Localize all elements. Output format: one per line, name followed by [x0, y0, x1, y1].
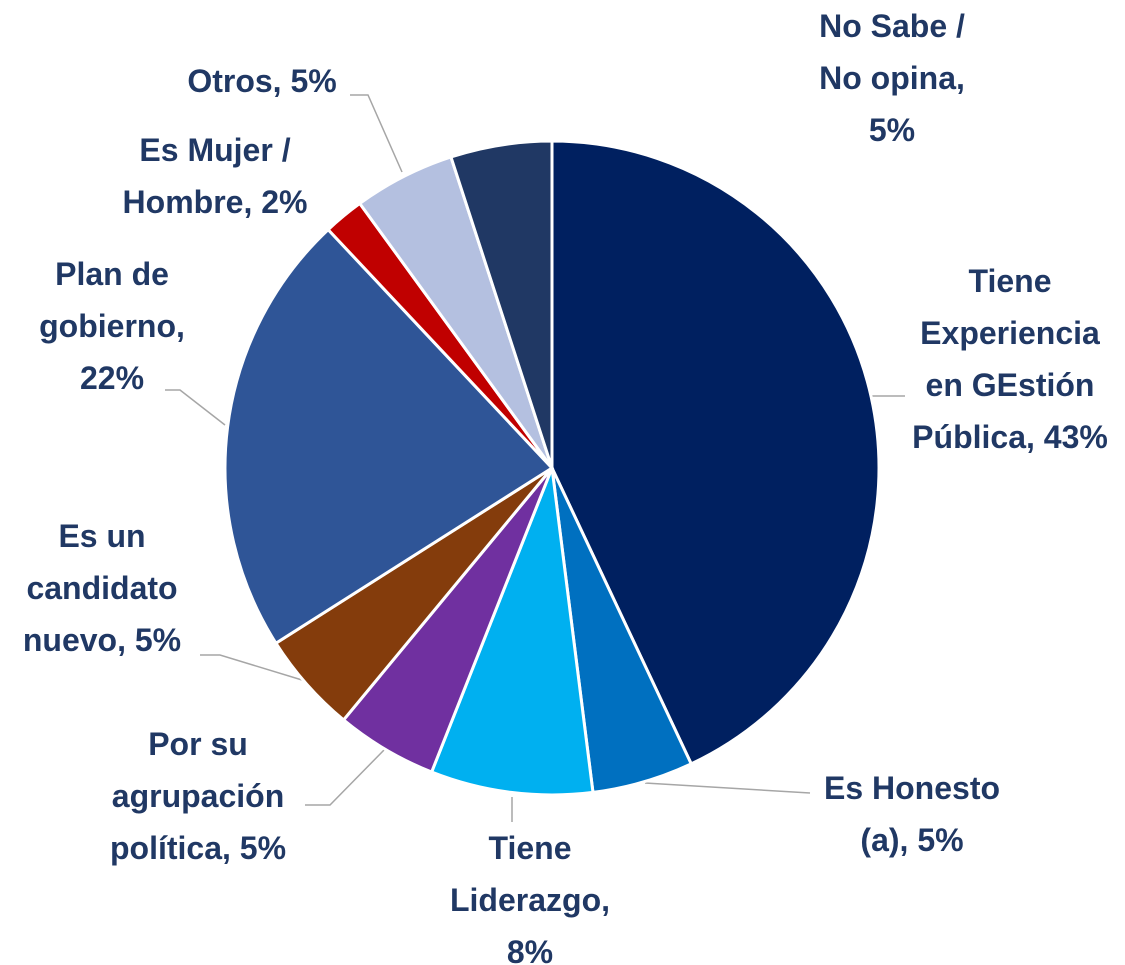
category-label: Plan de gobierno,	[39, 256, 185, 344]
leader-line	[350, 94, 403, 173]
category-label: Es Mujer / Hombre,	[122, 132, 291, 220]
value-label: 2%	[261, 184, 308, 220]
leader-line	[165, 389, 226, 426]
leader-line	[644, 782, 811, 794]
value-label: 5%	[134, 622, 182, 658]
category-label: Es un candidato nuevo,	[22, 518, 178, 658]
leader-lines	[165, 94, 905, 822]
data-label: Otros, 5%	[162, 55, 362, 107]
value-label: 22%	[79, 360, 145, 396]
pie-slice	[429, 467, 595, 797]
value-label: 5%	[868, 112, 916, 148]
pie-slice	[223, 227, 555, 646]
data-label: Tiene Experiencia en GEstión Pública, 43…	[900, 255, 1120, 463]
leader-line	[200, 654, 303, 681]
value-label: 5%	[239, 830, 287, 866]
data-label: Por su agrupación política, 5%	[93, 718, 303, 874]
pie-slice	[550, 139, 881, 766]
data-label: Tiene Liderazgo, 8%	[440, 822, 620, 965]
value-label: 5%	[917, 822, 964, 858]
category-label: Por su agrupación política,	[109, 726, 285, 866]
value-label: 43%	[1043, 419, 1108, 455]
data-label: Es un candidato nuevo, 5%	[7, 510, 197, 666]
category-label: Tiene Experiencia en GEstión Pública,	[912, 263, 1100, 455]
data-label: Es Mujer / Hombre, 2%	[100, 124, 330, 228]
leader-line	[305, 749, 385, 806]
data-label: Es Honesto (a), 5%	[812, 762, 1012, 866]
pie-slice	[449, 139, 554, 469]
category-label: Tiene Liderazgo,	[449, 830, 610, 918]
category-label: No Sabe / No opina,	[819, 8, 965, 96]
data-label: Plan de gobierno, 22%	[32, 248, 192, 404]
data-label: No Sabe / No opina, 5%	[802, 0, 982, 156]
value-label: 5%	[290, 63, 337, 99]
category-label: Es Honesto (a),	[823, 770, 1001, 858]
category-label: Otros,	[187, 63, 282, 99]
value-label: 8%	[506, 934, 554, 965]
